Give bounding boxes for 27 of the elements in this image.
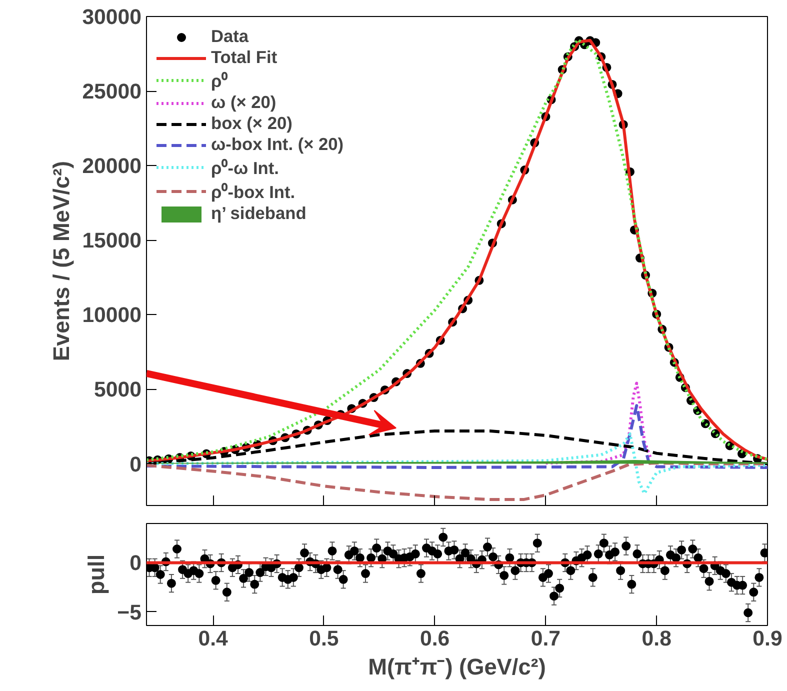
y-axis-title: pull (83, 554, 110, 595)
legend-label: ω-box Int. (× 20) (211, 134, 344, 155)
legend-label: Data (211, 26, 249, 47)
y-tick-label: 15000 (82, 228, 142, 253)
x-axis-title: M(π⁺π⁻) (GeV/c²) (368, 654, 546, 680)
legend-label: ω (× 20) (211, 92, 276, 113)
y-tick-label: 10000 (82, 303, 142, 328)
y-tick-label: 0 (130, 452, 142, 476)
x-tick-label: 0.7 (530, 626, 561, 650)
legend-label: ρ⁰ (211, 70, 229, 92)
legend-label: ρ⁰-ω Int. (211, 157, 279, 179)
y-tick-label: 30000 (82, 5, 142, 29)
x-tick-label: 0.8 (642, 626, 672, 650)
legend-label: box (× 20) (211, 113, 292, 134)
legend-label: η’ sideband (211, 203, 306, 224)
legend-label: Total Fit (211, 47, 278, 68)
y-tick-label: 5000 (94, 378, 142, 402)
x-tick-label: 0.4 (198, 626, 228, 650)
y-axis-title: Events / (5 MeV/c²) (48, 160, 74, 362)
x-tick-label: 0.5 (309, 626, 339, 650)
y-tick-label: −5 (117, 600, 142, 624)
x-tick-label: 0.9 (752, 626, 782, 650)
legend-label: ρ⁰-box Int. (211, 181, 296, 203)
y-tick-label: 0 (130, 551, 142, 576)
y-tick-label: 25000 (82, 80, 142, 104)
y-tick-label: 20000 (82, 154, 142, 178)
x-tick-label: 0.6 (420, 626, 450, 650)
